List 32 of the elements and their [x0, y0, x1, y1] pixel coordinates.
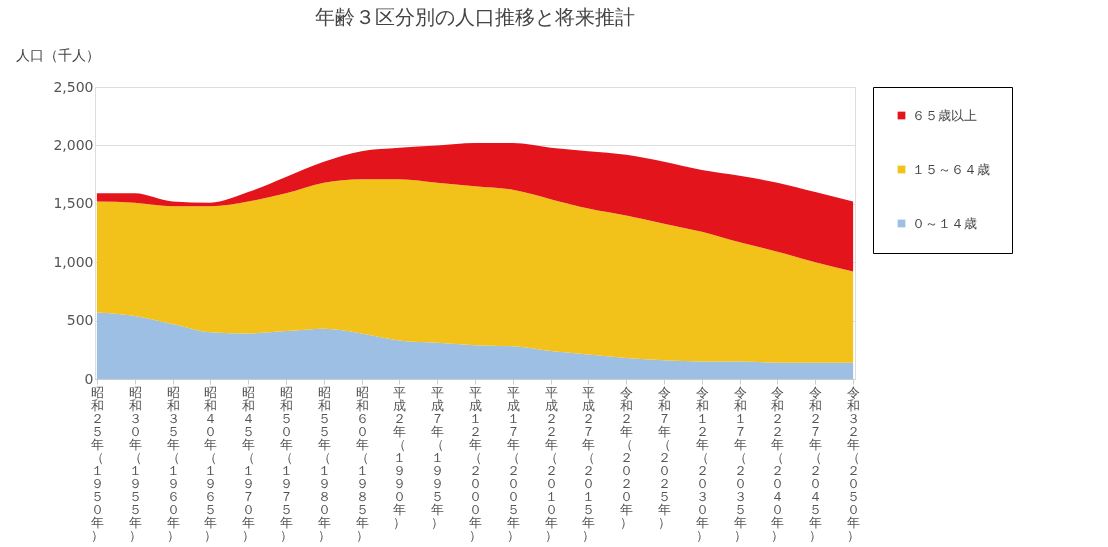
category-label: 令和２年（２０２０年）: [620, 384, 634, 530]
category-label: 平成１２年（２０００年）: [469, 384, 482, 543]
y-tick-label: 1,000: [53, 253, 94, 270]
category-label: 昭和２５年（１９５０年）: [90, 384, 104, 543]
legend-label: ６５歳以上: [912, 107, 977, 123]
category-label: 昭和４０年（１９６５年）: [204, 384, 218, 543]
category-label: 平成２２年（２０１０年）: [544, 384, 558, 543]
legend-label: １５～６４歳: [912, 161, 990, 177]
category-label: 令和２２年（２０４０年）: [771, 384, 785, 543]
category-label: 令和１７年（２０３５年）: [733, 384, 747, 543]
y-axis-title: 人口（千人）: [15, 46, 100, 63]
category-label: 令和１２年（２０３０年）: [695, 384, 709, 543]
y-tick-label: 2,500: [53, 78, 94, 95]
y-tick-label: 0: [84, 370, 94, 387]
chart-title: 年齢３区分別の人口推移と将来推計: [315, 5, 635, 29]
category-label: 昭和４５年（１９７０年）: [242, 384, 256, 543]
category-label: 平成７年（１９９５年）: [431, 384, 445, 530]
category-label: 昭和６０年（１９８５年）: [355, 384, 369, 543]
category-label: 令和３２年（２０５０年）: [847, 384, 861, 543]
y-tick-label: 2,000: [53, 136, 94, 153]
category-label: 平成２７年（２０１５年）: [582, 384, 596, 543]
category-label: 昭和３５年（１９６０年）: [166, 384, 180, 543]
category-label: 昭和５５年（１９８０年）: [317, 384, 331, 543]
y-tick-label: 1,500: [53, 195, 94, 212]
y-tick-label: 500: [66, 312, 94, 329]
category-label: 平成１７年（２００５年）: [506, 384, 520, 543]
category-label: 昭和３０年（１９５５年）: [128, 384, 142, 543]
category-label: 昭和５０年（１９７５年）: [279, 384, 293, 543]
legend-label: ０～１４歳: [912, 215, 977, 231]
category-label: 令和２７年（２０４５年）: [809, 384, 823, 543]
category-label: 令和７年（２０２５年）: [658, 384, 672, 530]
category-label: 平成２年（１９９０年）: [393, 384, 407, 530]
